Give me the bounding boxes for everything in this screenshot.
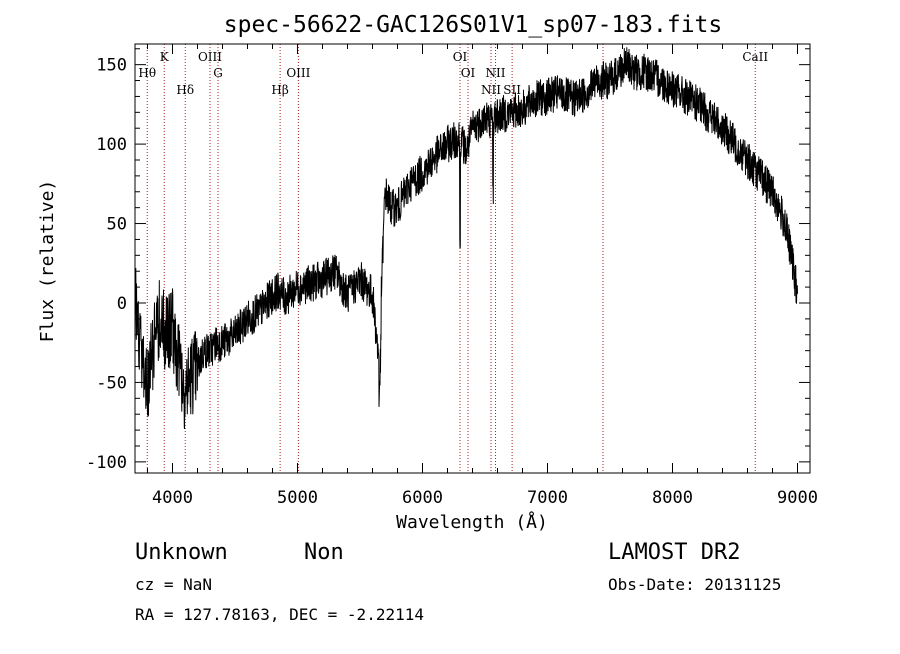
- y-tick-label: 100: [96, 135, 127, 155]
- marker-label: OIII: [286, 66, 310, 80]
- marker-label: Hδ: [176, 83, 194, 97]
- marker-label: NII: [486, 66, 506, 80]
- object-subclass: Non: [304, 540, 344, 565]
- object-class: Unknown: [135, 540, 228, 565]
- x-tick-label: 9000: [777, 488, 818, 508]
- x-tick-label: 8000: [652, 488, 693, 508]
- x-axis-label: Wavelength (Å): [396, 511, 548, 533]
- marker-label: SII: [503, 83, 521, 97]
- y-tick-label: -100: [86, 453, 127, 473]
- y-tick-label: 50: [107, 215, 127, 235]
- axis-ticks: [135, 44, 810, 473]
- marker-label: Hθ: [138, 66, 156, 80]
- y-tick-label: 150: [96, 56, 127, 76]
- tick-labels: 4000 5000 6000 7000 8000 9000 -100 -50 0 50 100 150: [86, 56, 818, 508]
- coordinates: RA = 127.78163, DEC = -2.22114: [135, 605, 424, 624]
- y-axis-label: Flux (relative): [37, 180, 58, 343]
- series-group: [134, 47, 798, 430]
- x-tick-label: 7000: [527, 488, 568, 508]
- marker-label: NII: [481, 83, 501, 97]
- marker-label: Hβ: [271, 83, 288, 97]
- survey-label: LAMOST DR2: [608, 540, 740, 565]
- x-tick-label: 5000: [277, 488, 318, 508]
- cz-value: cz = NaN: [135, 575, 212, 594]
- obs-date: Obs-Date: 20131125: [608, 575, 781, 594]
- chart-title: spec-56622-GAC126S01V1_sp07-183.fits: [224, 12, 723, 38]
- marker-label: OIII: [198, 50, 222, 64]
- marker-label: OI: [461, 66, 476, 80]
- marker-label: OI: [453, 50, 468, 64]
- marker-label: G: [213, 66, 223, 80]
- marker-label: CaII: [742, 50, 768, 64]
- x-tick-label: 6000: [402, 488, 443, 508]
- y-tick-label: 0: [117, 294, 127, 314]
- y-tick-label: -50: [96, 373, 127, 393]
- marker-label: K: [160, 50, 170, 64]
- spectrum-line: [134, 47, 798, 430]
- x-tick-label: 4000: [152, 488, 193, 508]
- plot-frame: [134, 43, 811, 474]
